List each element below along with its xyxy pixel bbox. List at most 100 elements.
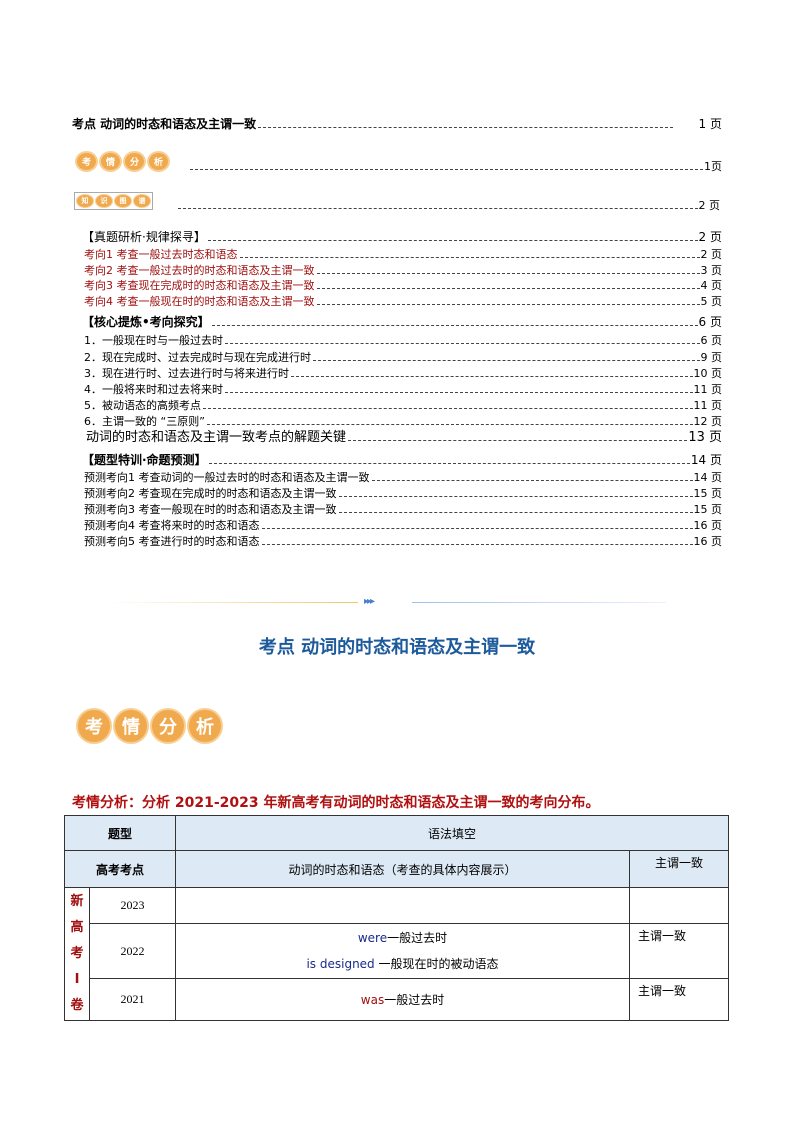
toc-leader [316, 304, 700, 305]
toc-leader [211, 325, 698, 326]
toc-entry[interactable]: 预测考向1 考查动词的一般过去时的时态和语态及主谓一致 14 页 [84, 471, 722, 485]
toc-entry[interactable]: 【真题研析·规律探寻】 2 页 [82, 230, 722, 244]
toc-label: 【题型特训·命题预测】 [82, 453, 207, 467]
toc-leader [208, 463, 690, 464]
toc-label: 考向4 考查一般现在时的时态和语态及主谓一致 [84, 295, 315, 308]
toc-entry[interactable]: 考向2 考查一般过去时的时态和语态及主谓一致 3 页 [84, 264, 722, 278]
tense-line: is designed 一般现在时的被动语态 [176, 951, 629, 977]
divider-right [412, 602, 666, 603]
tense-line: were一般过去时 [176, 925, 629, 951]
toc-entry[interactable]: 3．现在进行时、过去进行时与将来进行时 10 页 [84, 367, 722, 381]
badge-char: 考 [76, 708, 112, 744]
toc-page: 10 页 [693, 367, 723, 380]
verb-form: were [357, 931, 388, 945]
toc-label: 4．一般将来时和过去将来时 [84, 383, 223, 396]
agree-cell: 主谓一致 [629, 978, 729, 1021]
toc-label: 【真题研析·规律探寻】 [82, 230, 206, 244]
kqfx-badge-small: 考 情 分 析 [75, 151, 170, 172]
tense-desc: 一般现在时的被动语态 [378, 957, 499, 971]
badge-char: 情 [113, 708, 149, 744]
header-type-value: 语法填空 [175, 815, 729, 851]
toc-entry[interactable]: 预测考向4 考查将来时的时态和语态 16 页 [84, 519, 722, 533]
header-type: 题型 [64, 815, 176, 851]
toc-leader [348, 440, 688, 441]
toc-page: 15 页 [693, 487, 723, 500]
toc-entry[interactable]: 动词的时态和语态及主谓一致考点的解题关键 13 页 [86, 431, 722, 445]
toc-entry[interactable]: 预测考向3 考查一般现在时的时态和语态及主谓一致 15 页 [84, 503, 722, 517]
kqfx-badge-large: 考 情 分 析 [76, 708, 223, 744]
year-cell: 2022 [89, 923, 176, 979]
toc-leader [261, 528, 693, 529]
section-title: 考点 动词的时态和语态及主谓一致 [258, 637, 536, 658]
toc-page: 13 页 [688, 430, 722, 445]
toc-entry[interactable]: 5．被动语态的高频考点 11 页 [84, 399, 722, 413]
toc-page: 2 页 [698, 230, 722, 244]
toc-page: 16 页 [693, 519, 723, 532]
tense-cell: was一般过去时 [175, 978, 630, 1021]
badge-char: 考 [75, 151, 98, 172]
toc-entry[interactable]: 考向3 考查现在完成时的时态和语态及主谓一致 4 页 [84, 279, 722, 293]
toc-page: 14 页 [693, 471, 723, 484]
badge-char: 图 [114, 194, 132, 208]
badge-char: 知 [76, 194, 94, 208]
toc-page: 15 页 [693, 503, 723, 516]
toc-page: 2 页 [698, 199, 721, 212]
toc-kqfx-entry[interactable]: 1页 [188, 160, 722, 174]
toc-entry[interactable]: 【题型特训·命题预测】 14 页 [82, 453, 722, 467]
toc-entry[interactable]: 2．现在完成时、过去完成时与现在完成进行时 9 页 [84, 351, 722, 365]
toc-label: 预测考向2 考查现在完成时的时态和语态及主谓一致 [84, 487, 337, 500]
badge-char: 析 [187, 708, 223, 744]
header-point: 高考考点 [64, 850, 176, 888]
toc-label: 5．被动语态的高频考点 [84, 399, 201, 412]
toc-label: 3．现在进行时、过去进行时与将来进行时 [84, 367, 289, 380]
toc-leader [316, 288, 700, 289]
toc-page: 3 页 [700, 264, 723, 277]
toc-leader [225, 392, 693, 393]
zstp-badge: 知 识 图 谱 [74, 192, 153, 210]
toc-page: 12 页 [693, 415, 723, 428]
toc-page: 6 页 [700, 334, 723, 347]
verb-form: was [360, 993, 385, 1007]
toc-label: 预测考向3 考查一般现在时的时态和语态及主谓一致 [84, 503, 337, 516]
badge-char: 析 [147, 151, 170, 172]
toc-entry[interactable]: 【核心提炼•考向探究】 6 页 [82, 315, 722, 329]
group-label: 新 高 考 I 卷 [64, 887, 90, 1021]
toc-leader [258, 127, 673, 128]
divider-left [108, 602, 358, 603]
tense-cell [175, 887, 630, 924]
toc-label: 【核心提炼•考向探究】 [82, 315, 210, 329]
toc-leader [316, 273, 700, 274]
intro-text: 考情分析：分析 2021-2023 年新高考有动词的时态和语态及主谓一致的考向分… [72, 795, 600, 811]
toc-main-entry[interactable]: 考点 动词的时态和语态及主谓一致 1 页 [72, 117, 722, 131]
verb-form: is designed [306, 957, 379, 971]
toc-label: 考向3 考查现在完成时的时态和语态及主谓一致 [84, 279, 315, 292]
toc-leader [190, 169, 703, 170]
toc-entry[interactable]: 考向4 考查一般现在时的时态和语态及主谓一致 5 页 [84, 295, 722, 309]
toc-label: 1．一般现在时与一般过去时 [84, 334, 223, 347]
toc-entry[interactable]: 预测考向5 考查进行时的时态和语态 16 页 [84, 535, 722, 549]
toc-label: 考向1 考查一般过去时态和语态 [84, 248, 238, 261]
header-tense: 动词的时态和语态（考查的具体内容展示） [175, 850, 630, 888]
toc-page: 9 页 [700, 351, 723, 364]
toc-leader [371, 480, 693, 481]
year-cell: 2023 [89, 887, 176, 924]
toc-entry[interactable]: 1．一般现在时与一般过去时 6 页 [84, 334, 722, 348]
toc-page: 1 页 [698, 117, 722, 131]
badge-char: 分 [150, 708, 186, 744]
toc-label: 考点 动词的时态和语态及主谓一致 [72, 117, 257, 131]
toc-entry[interactable]: 4．一般将来时和过去将来时 11 页 [84, 383, 722, 397]
toc-page: 6 页 [698, 315, 722, 329]
toc-page: 4 页 [700, 279, 723, 292]
tense-desc: 一般过去时 [387, 931, 448, 945]
toc-page: 2 页 [700, 248, 723, 261]
toc-zstp-entry[interactable]: 2 页 [176, 199, 720, 213]
toc-entry[interactable]: 6．主谓一致的 “三原则” 12 页 [84, 415, 722, 429]
badge-char: 分 [123, 151, 146, 172]
toc-leader [207, 240, 698, 241]
toc-entry[interactable]: 考向1 考查一般过去时态和语态 2 页 [84, 248, 722, 262]
toc-label: 动词的时态和语态及主谓一致考点的解题关键 [86, 430, 347, 445]
toc-leader [338, 496, 693, 497]
toc-entry[interactable]: 预测考向2 考查现在完成时的时态和语态及主谓一致 15 页 [84, 487, 722, 501]
toc-label: 预测考向1 考查动词的一般过去时的时态和语态及主谓一致 [84, 471, 370, 484]
